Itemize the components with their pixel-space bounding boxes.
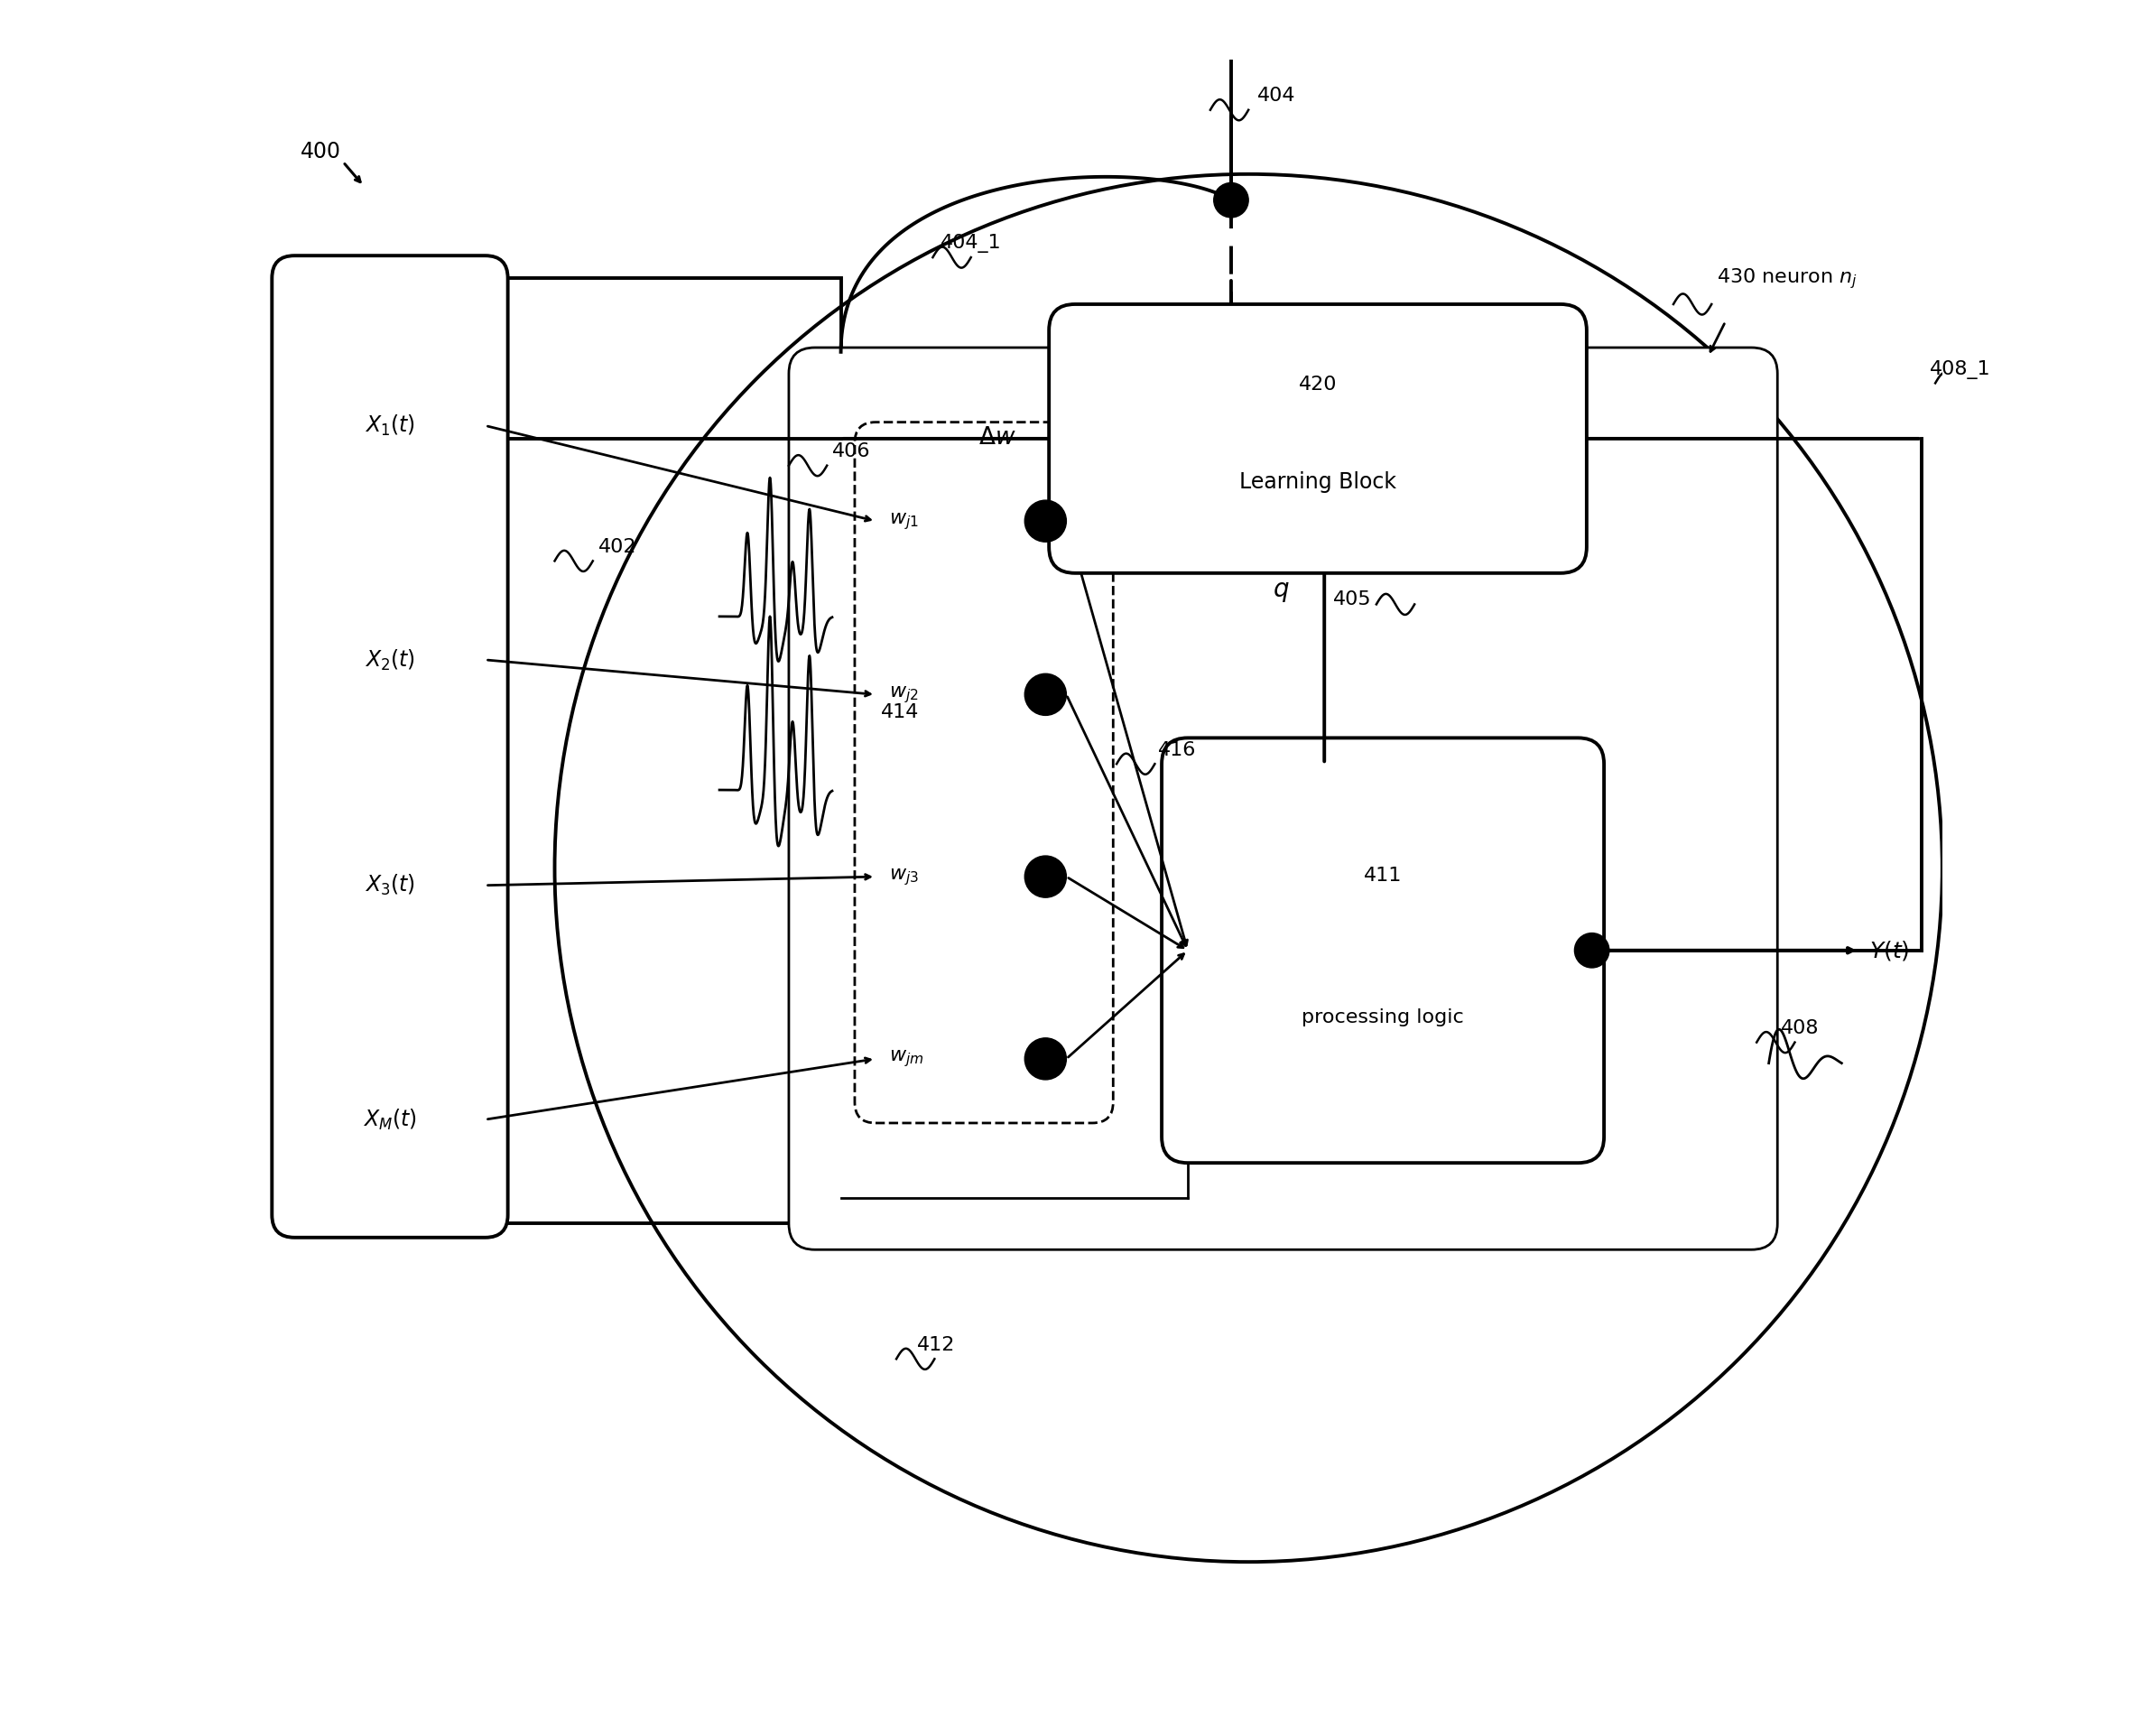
Text: $\Delta w$: $\Delta w$ xyxy=(978,425,1015,450)
Text: $q$: $q$ xyxy=(1273,578,1290,604)
Text: 400: 400 xyxy=(301,141,342,163)
FancyBboxPatch shape xyxy=(271,255,507,1238)
Text: 414: 414 xyxy=(881,703,918,720)
Text: 410 control block: 410 control block xyxy=(1309,441,1484,458)
Text: $X_1(t)$: $X_1(t)$ xyxy=(366,413,415,437)
Text: 412: 412 xyxy=(918,1337,955,1354)
Text: $w_{j1}$: $w_{j1}$ xyxy=(890,510,918,531)
Circle shape xyxy=(1574,932,1608,967)
Text: $X_2(t)$: $X_2(t)$ xyxy=(366,648,415,672)
Text: 404: 404 xyxy=(1258,87,1296,106)
Circle shape xyxy=(1026,856,1066,898)
FancyBboxPatch shape xyxy=(856,422,1114,1123)
FancyBboxPatch shape xyxy=(789,347,1778,1250)
Text: 408_1: 408_1 xyxy=(1931,359,1991,378)
Text: $w_{jm}$: $w_{jm}$ xyxy=(890,1049,924,1069)
FancyBboxPatch shape xyxy=(1049,304,1587,573)
Text: 404_1: 404_1 xyxy=(940,234,1002,253)
Text: 416: 416 xyxy=(1159,741,1198,759)
Text: 405: 405 xyxy=(1333,590,1372,609)
Bar xyxy=(295,278,841,1224)
Text: 406: 406 xyxy=(832,443,871,460)
Text: 430 neuron $n_j$: 430 neuron $n_j$ xyxy=(1716,266,1858,290)
Text: $X_M(t)$: $X_M(t)$ xyxy=(363,1108,417,1132)
Text: $Y(t)$: $Y(t)$ xyxy=(1868,939,1909,962)
Text: 411: 411 xyxy=(1363,866,1402,885)
Text: 402: 402 xyxy=(598,538,636,556)
FancyBboxPatch shape xyxy=(1161,738,1604,1163)
Circle shape xyxy=(1215,182,1249,217)
Text: $X_3(t)$: $X_3(t)$ xyxy=(366,873,415,898)
Text: 420: 420 xyxy=(1299,375,1337,394)
Text: $w_{j2}$: $w_{j2}$ xyxy=(890,684,918,705)
Text: $w_{j3}$: $w_{j3}$ xyxy=(890,866,920,887)
Circle shape xyxy=(1026,674,1066,715)
Text: 408: 408 xyxy=(1780,1019,1819,1038)
Circle shape xyxy=(1026,1038,1066,1080)
Text: Learning Block: Learning Block xyxy=(1238,470,1395,493)
Circle shape xyxy=(1026,500,1066,542)
Text: processing logic: processing logic xyxy=(1301,1009,1464,1026)
